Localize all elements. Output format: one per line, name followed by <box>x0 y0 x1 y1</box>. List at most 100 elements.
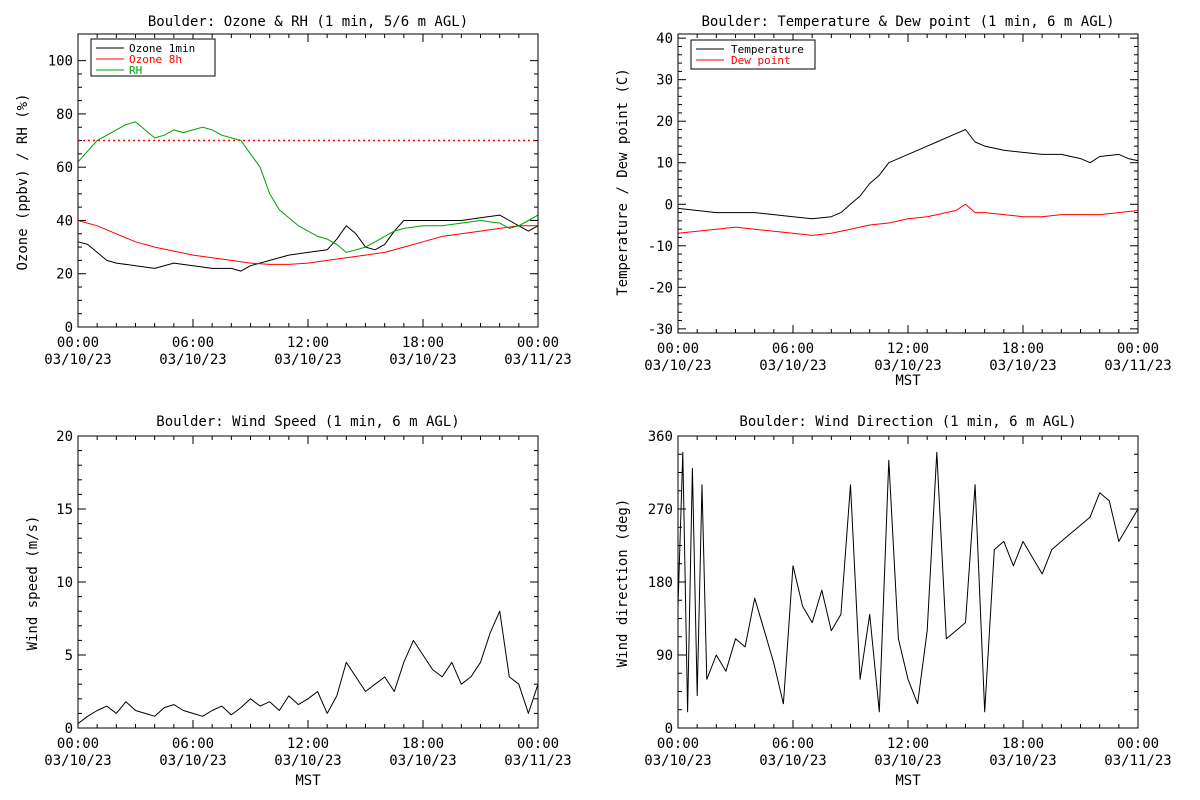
x-tick-date-label: 03/10/23 <box>644 358 711 374</box>
series-group <box>677 129 1139 236</box>
x-ticks: 00:0003/10/2306:0003/10/2312:0003/10/231… <box>44 34 572 368</box>
y-tick-label: 270 <box>648 502 673 518</box>
x-ticks: 00:0003/10/2306:0003/10/2312:0003/10/231… <box>644 436 1172 769</box>
x-tick-time-label: 12:00 <box>287 736 329 752</box>
x-tick-date-label: 03/11/23 <box>1104 753 1171 769</box>
plot-frame <box>677 33 1139 334</box>
y-tick-label: 20 <box>56 267 73 283</box>
legend: Ozone 1min Ozone 8h RH <box>90 38 216 77</box>
x-tick-time-label: 00:00 <box>517 736 559 752</box>
x-tick-date-label: 03/10/23 <box>44 753 111 769</box>
legend-label-temperature: Temperature <box>731 43 804 56</box>
ozone-rh-chart: Boulder: Ozone & RH (1 min, 5/6 m AGL) O… <box>15 14 572 368</box>
y-tick-label: -30 <box>648 322 673 338</box>
x-axis-label: MST <box>295 773 321 789</box>
legend-box <box>690 39 816 70</box>
x-tick-date-label: 03/10/23 <box>274 352 341 368</box>
y-axis-label: Temperature / Dew point (C) <box>615 68 631 296</box>
y-tick-label: 60 <box>56 160 73 176</box>
x-tick-time-label: 12:00 <box>887 736 929 752</box>
y-tick-label: 0 <box>665 721 673 737</box>
x-tick-date-label: 03/10/23 <box>989 753 1056 769</box>
series-rh-line <box>77 121 539 253</box>
x-tick-time-label: 00:00 <box>517 335 559 351</box>
x-tick-date-label: 03/10/23 <box>274 753 341 769</box>
y-ticks: 0 20 40 60 80 100 <box>48 54 538 336</box>
legend-label-ozone-1min: Ozone 1min <box>129 42 195 55</box>
x-tick-time-label: 12:00 <box>887 341 929 357</box>
plot-frame <box>77 33 539 328</box>
x-tick-date-label: 03/10/23 <box>759 358 826 374</box>
chart-title: Boulder: Wind Direction (1 min, 6 m AGL) <box>739 414 1076 430</box>
y-tick-label: 40 <box>656 31 673 47</box>
x-tick-time-label: 00:00 <box>57 335 99 351</box>
x-tick-date-label: 03/10/23 <box>759 753 826 769</box>
series-ozone-8h-line <box>77 220 538 265</box>
x-tick-date-label: 03/10/23 <box>874 753 941 769</box>
y-tick-label: -20 <box>648 280 673 296</box>
series-dew-point-line <box>677 203 1139 236</box>
x-tick-time-label: 06:00 <box>172 335 214 351</box>
series-group <box>77 121 539 272</box>
series-data-line <box>677 451 1139 713</box>
x-tick-time-label: 12:00 <box>287 335 329 351</box>
series-data-line <box>77 610 539 724</box>
y-tick-label: 90 <box>656 648 673 664</box>
x-axis-label: MST <box>895 773 921 789</box>
y-tick-label: 20 <box>56 429 73 445</box>
x-tick-date-label: 03/11/23 <box>504 753 571 769</box>
y-tick-label: 0 <box>65 320 73 336</box>
x-tick-time-label: 00:00 <box>1117 736 1159 752</box>
x-tick-time-label: 18:00 <box>1002 341 1044 357</box>
wind-speed-chart: Boulder: Wind Speed (1 min, 6 m AGL) Win… <box>25 414 572 789</box>
series-group <box>77 610 539 724</box>
y-tick-label: 80 <box>56 107 73 123</box>
x-tick-date-label: 03/11/23 <box>504 352 571 368</box>
y-ticks: 0 5 10 15 20 <box>56 429 538 737</box>
x-tick-date-label: 03/10/23 <box>389 753 456 769</box>
x-tick-time-label: 00:00 <box>657 736 699 752</box>
x-ticks: 00:0003/10/2306:0003/10/2312:0003/10/231… <box>644 34 1172 374</box>
chart-title: Boulder: Ozone & RH (1 min, 5/6 m AGL) <box>148 14 468 30</box>
x-tick-date-label: 03/10/23 <box>874 358 941 374</box>
y-tick-label: 100 <box>48 54 73 70</box>
series-ozone-1min-line <box>77 214 539 272</box>
y-tick-label: 40 <box>56 213 73 229</box>
y-axis-label: Wind direction (deg) <box>615 499 631 668</box>
y-tick-label: 10 <box>656 156 673 172</box>
wind-direction-chart: Boulder: Wind Direction (1 min, 6 m AGL)… <box>615 414 1172 789</box>
y-ticks: 0 90 180 270 360 <box>648 429 1138 737</box>
x-tick-date-label: 03/10/23 <box>159 352 226 368</box>
x-axis-label: MST <box>895 373 921 389</box>
x-tick-time-label: 00:00 <box>657 341 699 357</box>
y-tick-label: -10 <box>648 239 673 255</box>
y-tick-label: 0 <box>665 197 673 213</box>
y-axis-label: Wind speed (m/s) <box>25 516 41 651</box>
legend: Temperature Dew point <box>690 39 816 70</box>
y-tick-label: 0 <box>65 721 73 737</box>
x-tick-date-label: 03/10/23 <box>389 352 456 368</box>
y-tick-label: 20 <box>656 114 673 130</box>
series-temperature-line <box>677 129 1139 220</box>
x-tick-time-label: 00:00 <box>57 736 99 752</box>
plot-frame <box>677 435 1139 729</box>
x-tick-time-label: 18:00 <box>402 335 444 351</box>
y-tick-label: 10 <box>56 575 73 591</box>
y-tick-label: 360 <box>648 429 673 445</box>
x-tick-date-label: 03/10/23 <box>644 753 711 769</box>
x-tick-time-label: 06:00 <box>772 341 814 357</box>
series-group <box>677 451 1139 713</box>
y-tick-label: 30 <box>656 73 673 89</box>
x-tick-time-label: 00:00 <box>1117 341 1159 357</box>
y-axis-label: Ozone (ppbv) / RH (%) <box>15 93 31 270</box>
x-tick-date-label: 03/10/23 <box>44 352 111 368</box>
legend-label-ozone-8h: Ozone 8h <box>129 53 182 66</box>
x-tick-date-label: 03/11/23 <box>1104 358 1171 374</box>
y-ticks: -30 -20 -10 0 10 20 30 40 <box>648 31 1138 338</box>
x-tick-date-label: 03/10/23 <box>989 358 1056 374</box>
y-tick-label: 180 <box>648 575 673 591</box>
x-tick-date-label: 03/10/23 <box>159 753 226 769</box>
legend-label-dew-point: Dew point <box>731 54 791 67</box>
chart-title: Boulder: Temperature & Dew point (1 min,… <box>701 14 1114 30</box>
